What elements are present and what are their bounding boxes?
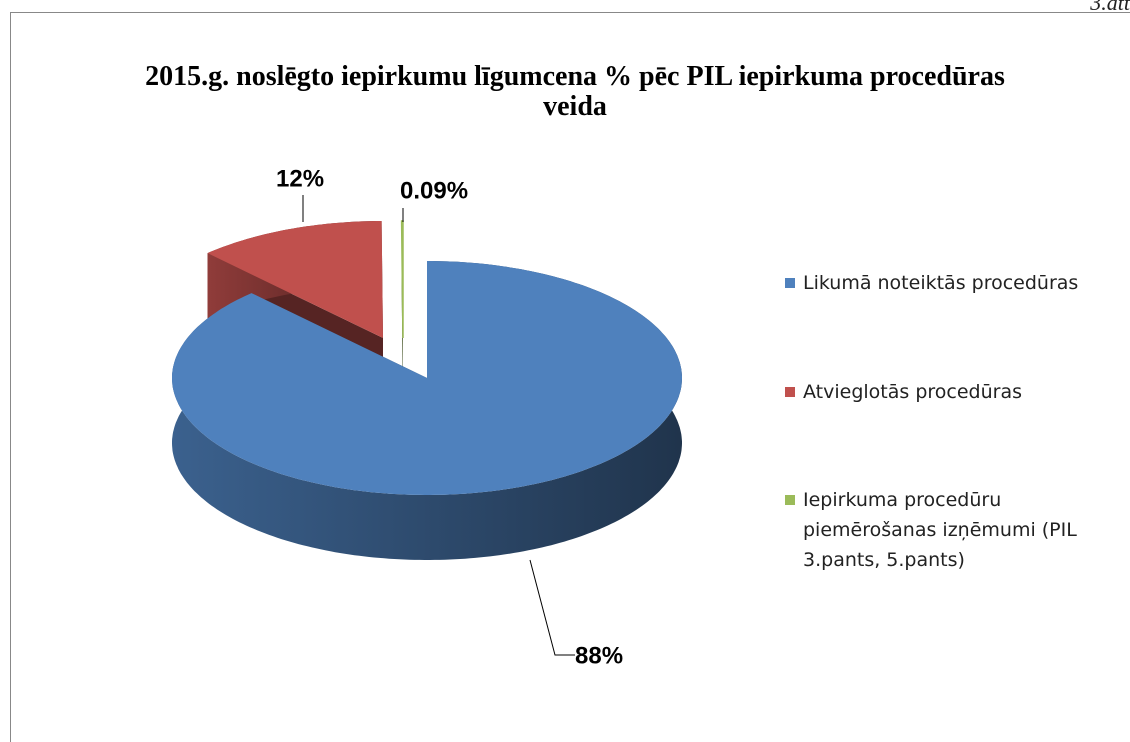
page-label: 3.att	[1090, 0, 1130, 15]
slice	[172, 261, 682, 495]
legend-item: Iepirkuma procedūru piemērošanas izņēmum…	[785, 485, 1125, 575]
legend-label: Likumā noteiktās procedūras	[803, 272, 1079, 294]
legend-item: Atvieglotās procedūras	[785, 377, 1125, 407]
chart-title: 2015.g. noslēgto iepirkumu līgumcena % p…	[145, 61, 1005, 122]
legend-item: Likumā noteiktās procedūras	[785, 268, 1125, 298]
slice	[400, 220, 404, 339]
leader-line	[529, 559, 575, 656]
legend-label: Atvieglotās procedūras	[803, 381, 1022, 403]
slice	[207, 221, 383, 338]
legend-swatch	[785, 495, 795, 505]
chart-frame	[10, 12, 1130, 742]
data-label: 0.09%	[400, 177, 468, 204]
data-label: 12%	[276, 165, 324, 192]
legend-swatch	[785, 387, 795, 397]
legend-swatch	[785, 278, 795, 288]
legend-label: Iepirkuma procedūru piemērošanas izņēmum…	[803, 489, 1077, 571]
data-label: 88%	[575, 642, 623, 669]
